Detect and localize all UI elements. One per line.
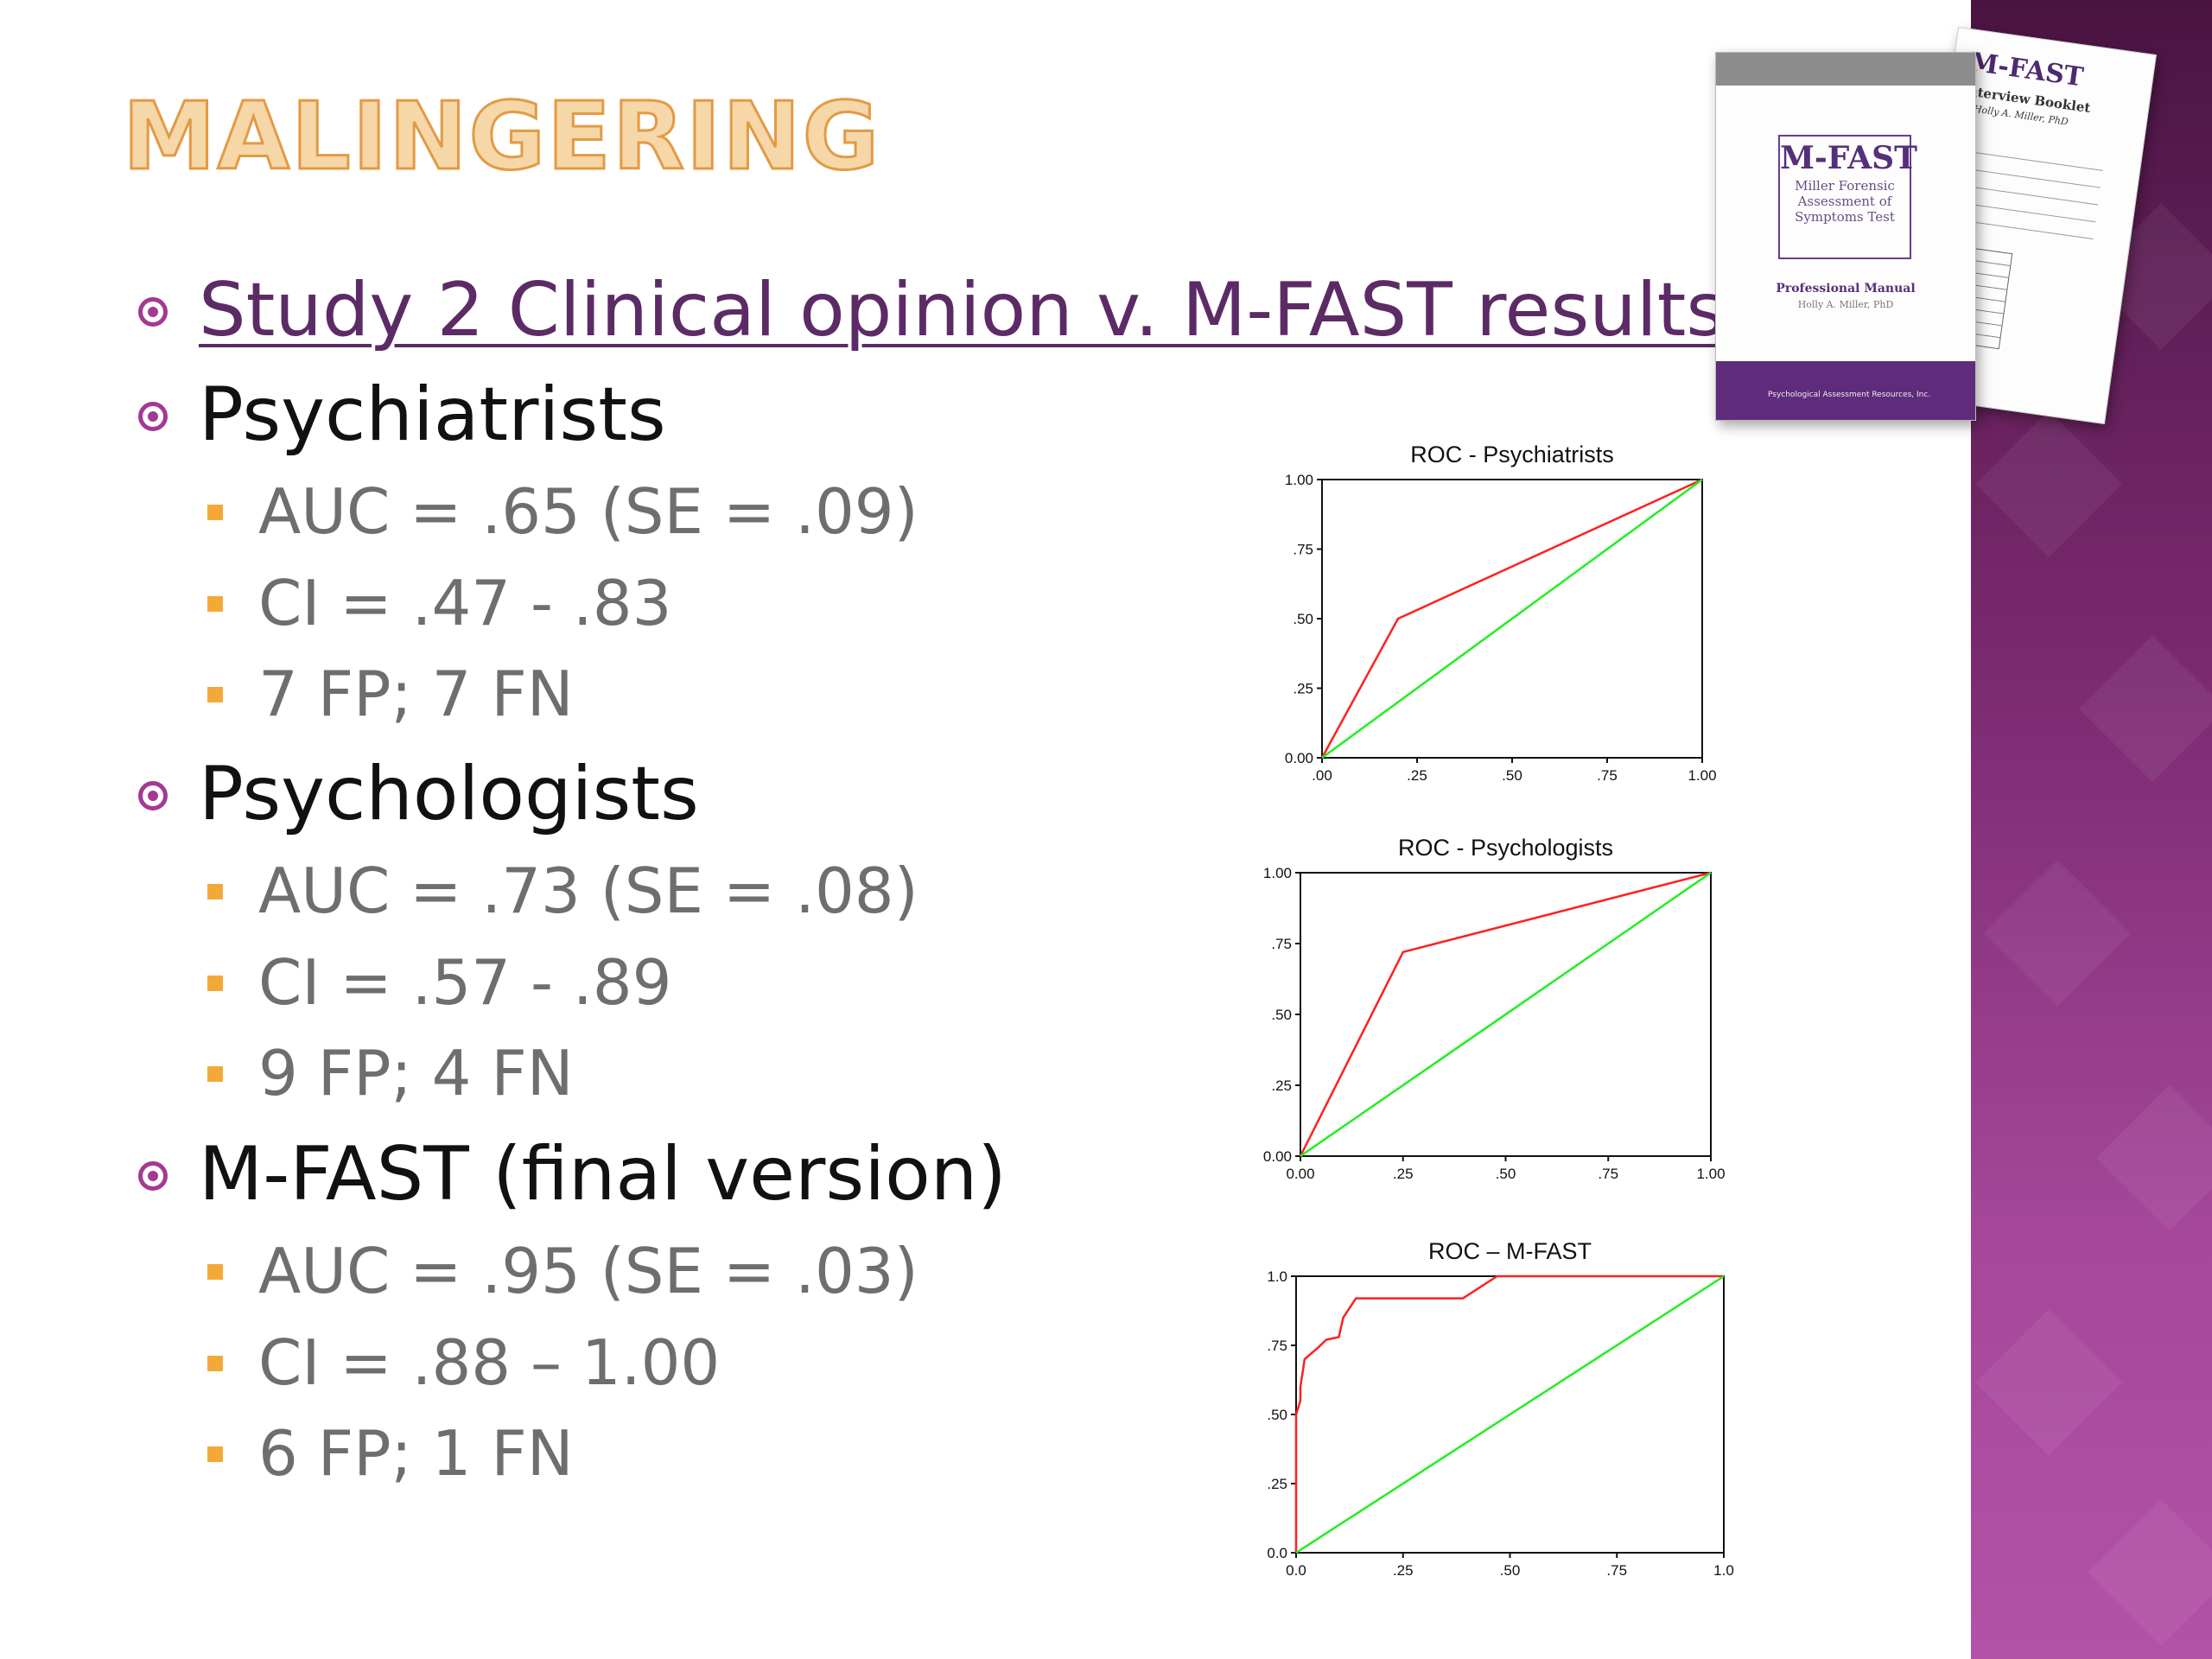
sub-bullet-text: AUC = .65 (SE = .09)	[258, 475, 918, 548]
sub-bullet-marker-icon	[207, 505, 223, 520]
chart-title: ROC – M-FAST	[1428, 1238, 1592, 1264]
sub-bullet-text: AUC = .73 (SE = .08)	[258, 855, 918, 927]
sub-bullet-text: AUC = .95 (SE = .03)	[258, 1235, 918, 1307]
y-tick-label: .50	[1267, 1407, 1287, 1423]
y-tick-label: .25	[1267, 1476, 1287, 1492]
sub-bullet-marker-icon	[207, 1066, 223, 1082]
y-tick-label: .25	[1293, 681, 1313, 697]
sub-bullet-marker-icon	[207, 884, 223, 899]
bullet-marker-icon	[138, 297, 168, 327]
bullet-text[interactable]: Study 2 Clinical opinion v. M-FAST resul…	[199, 267, 1726, 353]
sub-bullet-marker-icon	[207, 596, 223, 612]
reference-diagonal-line	[1321, 478, 1703, 760]
y-tick-label: .75	[1271, 936, 1292, 952]
y-tick-label: .25	[1271, 1077, 1292, 1094]
x-tick-label: 0.00	[1286, 1166, 1314, 1182]
bullet-marker-icon	[138, 402, 168, 431]
sub-bullet-marker-icon	[207, 1446, 223, 1462]
sub-bullet-text: 6 FP; 1 FN	[258, 1417, 574, 1490]
y-tick-label: .75	[1267, 1338, 1287, 1354]
x-tick-label: 1.00	[1688, 767, 1716, 784]
x-tick-label: .50	[1502, 767, 1522, 784]
roc-curve-line	[1299, 871, 1712, 1157]
x-tick-label: .75	[1606, 1562, 1627, 1579]
sub-bullet-text: 9 FP; 4 FN	[258, 1037, 574, 1109]
x-tick-label: 0.0	[1286, 1562, 1306, 1579]
y-tick-label: 1.00	[1285, 472, 1313, 488]
roc-chart-svg: ROC – M-FAST 0.0 .25 .50 .75 1.0 0.0 .25 .50 .75 1…	[1267, 1238, 1734, 1579]
sub-bullet-text: CI = .88 – 1.00	[258, 1326, 721, 1399]
y-tick-label: .50	[1293, 611, 1313, 627]
sub-bullet-marker-icon	[207, 1356, 223, 1371]
sub-bullet-marker-icon	[207, 1264, 223, 1280]
roc-chart-psychologists: ROC - Psychologists 0.00 .25 .50 .75 1.00 0.00…	[1262, 812, 1750, 1184]
roc-chart-svg: ROC - Psychologists 0.00 .25 .50 .75 1.00 0.00…	[1263, 835, 1726, 1182]
x-tick-label: .75	[1597, 767, 1618, 784]
slide-title: MALINGERING	[121, 83, 881, 191]
sub-bullet-marker-icon	[207, 976, 223, 991]
bullet-marker-icon	[138, 781, 168, 810]
sub-bullet-text: CI = .57 - .89	[258, 946, 672, 1019]
bullet-text: M-FAST (final version)	[199, 1131, 1007, 1217]
sub-bullet-text: 7 FP; 7 FN	[258, 658, 574, 730]
reference-diagonal-line	[1300, 871, 1712, 1158]
bullet-text: Psychiatrists	[199, 372, 666, 458]
x-tick-label: .25	[1393, 1562, 1414, 1579]
roc-curve-line	[1320, 478, 1703, 759]
bullet-marker-icon	[138, 1161, 168, 1191]
roc-chart-svg: ROC - Psychiatrists .00 .25 .50 .75 1.00 0.00.…	[1285, 442, 1717, 784]
x-tick-label: .50	[1496, 1166, 1516, 1182]
x-tick-label: .25	[1407, 767, 1427, 784]
x-tick-label: .25	[1393, 1166, 1414, 1182]
manual-title: M-FAST	[1780, 140, 1917, 176]
manual-title-box: M-FAST Miller Forensic Assessment of Sym…	[1778, 135, 1917, 259]
sub-bullet-text: CI = .47 - .83	[258, 567, 672, 639]
professional-manual: M-FAST Miller Forensic Assessment of Sym…	[1715, 52, 1976, 421]
y-tick-label: 0.00	[1285, 750, 1313, 766]
y-tick-label: 1.00	[1263, 865, 1292, 881]
y-tick-label: .75	[1293, 542, 1313, 558]
product-image-mfast: M-FAST Interview Booklet Holly A. Miller…	[1707, 26, 2164, 467]
manual-publisher: Psychological Assessment Resources, Inc.	[1768, 391, 1931, 399]
manual-author: Holly A. Miller, PhD	[1797, 299, 1894, 310]
x-tick-label: .50	[1500, 1562, 1521, 1579]
chart-title: ROC - Psychiatrists	[1410, 442, 1614, 467]
y-tick-label: .50	[1271, 1007, 1292, 1023]
roc-chart-mfast: ROC – M-FAST 0.0 .25 .50 .75 1.0 0.0 .25 .50 .75 1…	[1257, 1218, 1750, 1581]
x-tick-label: 1.0	[1713, 1562, 1734, 1579]
bullet-text: Psychologists	[199, 751, 699, 837]
x-tick-label: .00	[1312, 767, 1332, 784]
sub-bullet-marker-icon	[207, 687, 223, 702]
manual-label: Professional Manual	[1776, 282, 1916, 296]
manual-subtitle: Miller Forensic Assessment of Symptoms T…	[1795, 178, 1895, 225]
x-tick-label: .75	[1598, 1166, 1618, 1182]
roc-curve-line	[1294, 1274, 1724, 1553]
x-tick-label: 1.00	[1696, 1166, 1725, 1182]
chart-title: ROC - Psychologists	[1398, 835, 1613, 861]
roc-chart-psychiatrists: ROC - Psychiatrists .00 .25 .50 .75 1.00 0.00.…	[1283, 423, 1767, 795]
y-tick-label: 1.0	[1267, 1268, 1287, 1285]
reference-diagonal-line	[1295, 1274, 1725, 1554]
y-tick-label: 0.0	[1267, 1545, 1287, 1561]
y-tick-label: 0.00	[1263, 1148, 1292, 1165]
